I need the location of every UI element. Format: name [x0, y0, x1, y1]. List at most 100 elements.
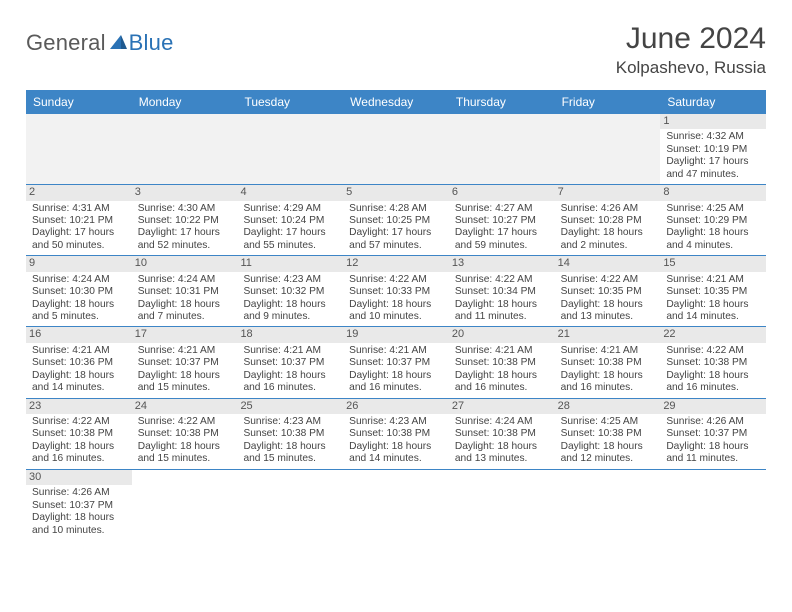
day-number: 25 — [237, 399, 343, 414]
daylight2-text: and 16 minutes. — [455, 382, 549, 394]
calendar-cell: 2Sunrise: 4:31 AMSunset: 10:21 PMDayligh… — [26, 185, 132, 255]
title-block: June 2024 Kolpashevo, Russia — [616, 22, 766, 78]
sunrise-text: Sunrise: 4:29 AM — [243, 203, 337, 215]
day-number: 5 — [343, 185, 449, 200]
calendar-week: 23Sunrise: 4:22 AMSunset: 10:38 PMDaylig… — [26, 399, 766, 470]
sunrise-text: Sunrise: 4:22 AM — [32, 416, 126, 428]
daylight2-text: and 59 minutes. — [455, 240, 549, 252]
sunrise-text: Sunrise: 4:26 AM — [32, 487, 126, 499]
calendar-cell-blank — [343, 470, 449, 540]
sunrise-text: Sunrise: 4:27 AM — [455, 203, 549, 215]
sunset-text: Sunset: 10:29 PM — [666, 215, 760, 227]
calendar-cell: 9Sunrise: 4:24 AMSunset: 10:30 PMDayligh… — [26, 256, 132, 326]
daylight1-text: Daylight: 18 hours — [349, 441, 443, 453]
sunrise-text: Sunrise: 4:25 AM — [561, 416, 655, 428]
daylight2-text: and 50 minutes. — [32, 240, 126, 252]
sunrise-text: Sunrise: 4:23 AM — [349, 416, 443, 428]
sunset-text: Sunset: 10:19 PM — [666, 144, 760, 156]
sunrise-text: Sunrise: 4:28 AM — [349, 203, 443, 215]
sunrise-text: Sunrise: 4:22 AM — [349, 274, 443, 286]
calendar-cell: 23Sunrise: 4:22 AMSunset: 10:38 PMDaylig… — [26, 399, 132, 469]
daylight2-text: and 15 minutes. — [138, 382, 232, 394]
day-number: 29 — [660, 399, 766, 414]
calendar-cell: 8Sunrise: 4:25 AMSunset: 10:29 PMDayligh… — [660, 185, 766, 255]
sunrise-text: Sunrise: 4:24 AM — [138, 274, 232, 286]
daylight1-text: Daylight: 18 hours — [32, 512, 126, 524]
calendar-cell-blank — [132, 470, 238, 540]
calendar-week: 2Sunrise: 4:31 AMSunset: 10:21 PMDayligh… — [26, 185, 766, 256]
daylight1-text: Daylight: 18 hours — [561, 441, 655, 453]
calendar-cell: 13Sunrise: 4:22 AMSunset: 10:34 PMDaylig… — [449, 256, 555, 326]
calendar-cell-blank — [237, 470, 343, 540]
daylight1-text: Daylight: 17 hours — [243, 227, 337, 239]
day-number: 1 — [660, 114, 766, 129]
calendar-grid: 1Sunrise: 4:32 AMSunset: 10:19 PMDayligh… — [26, 114, 766, 540]
sunrise-text: Sunrise: 4:22 AM — [561, 274, 655, 286]
daylight2-text: and 7 minutes. — [138, 311, 232, 323]
day-number: 16 — [26, 327, 132, 342]
daylight1-text: Daylight: 18 hours — [666, 370, 760, 382]
day-number: 19 — [343, 327, 449, 342]
sunrise-text: Sunrise: 4:24 AM — [455, 416, 549, 428]
calendar-cell: 20Sunrise: 4:21 AMSunset: 10:38 PMDaylig… — [449, 327, 555, 397]
brand-logo: GeneralBlue — [26, 30, 174, 57]
sunset-text: Sunset: 10:38 PM — [138, 428, 232, 440]
daylight2-text: and 12 minutes. — [561, 453, 655, 465]
day-number: 6 — [449, 185, 555, 200]
day-number: 21 — [555, 327, 661, 342]
sunset-text: Sunset: 10:37 PM — [138, 357, 232, 369]
day-number: 27 — [449, 399, 555, 414]
sunrise-text: Sunrise: 4:25 AM — [666, 203, 760, 215]
sunrise-text: Sunrise: 4:24 AM — [32, 274, 126, 286]
weekday-header: Tuesday — [237, 90, 343, 114]
daylight1-text: Daylight: 18 hours — [561, 299, 655, 311]
day-number: 10 — [132, 256, 238, 271]
sunrise-text: Sunrise: 4:31 AM — [32, 203, 126, 215]
daylight2-text: and 15 minutes. — [138, 453, 232, 465]
calendar-cell: 10Sunrise: 4:24 AMSunset: 10:31 PMDaylig… — [132, 256, 238, 326]
daylight2-text: and 11 minutes. — [666, 453, 760, 465]
sunset-text: Sunset: 10:27 PM — [455, 215, 549, 227]
sunset-text: Sunset: 10:38 PM — [666, 357, 760, 369]
daylight2-text: and 57 minutes. — [349, 240, 443, 252]
daylight2-text: and 13 minutes. — [455, 453, 549, 465]
daylight1-text: Daylight: 18 hours — [666, 441, 760, 453]
sunset-text: Sunset: 10:33 PM — [349, 286, 443, 298]
sunset-text: Sunset: 10:36 PM — [32, 357, 126, 369]
sunrise-text: Sunrise: 4:22 AM — [455, 274, 549, 286]
calendar-cell: 24Sunrise: 4:22 AMSunset: 10:38 PMDaylig… — [132, 399, 238, 469]
calendar-cell: 16Sunrise: 4:21 AMSunset: 10:36 PMDaylig… — [26, 327, 132, 397]
daylight2-text: and 14 minutes. — [32, 382, 126, 394]
calendar-cell: 30Sunrise: 4:26 AMSunset: 10:37 PMDaylig… — [26, 470, 132, 540]
calendar-cell-blank — [26, 114, 132, 184]
daylight2-text: and 16 minutes. — [243, 382, 337, 394]
calendar-cell-blank — [343, 114, 449, 184]
day-number: 26 — [343, 399, 449, 414]
sunset-text: Sunset: 10:32 PM — [243, 286, 337, 298]
sunset-text: Sunset: 10:37 PM — [243, 357, 337, 369]
daylight1-text: Daylight: 18 hours — [349, 370, 443, 382]
sunset-text: Sunset: 10:38 PM — [243, 428, 337, 440]
daylight2-text: and 11 minutes. — [455, 311, 549, 323]
sunset-text: Sunset: 10:38 PM — [561, 357, 655, 369]
day-number: 15 — [660, 256, 766, 271]
weekday-header: Saturday — [660, 90, 766, 114]
daylight1-text: Daylight: 18 hours — [243, 299, 337, 311]
calendar-cell: 25Sunrise: 4:23 AMSunset: 10:38 PMDaylig… — [237, 399, 343, 469]
sunrise-text: Sunrise: 4:21 AM — [561, 345, 655, 357]
sunset-text: Sunset: 10:31 PM — [138, 286, 232, 298]
day-number: 11 — [237, 256, 343, 271]
calendar-cell: 21Sunrise: 4:21 AMSunset: 10:38 PMDaylig… — [555, 327, 661, 397]
sail-icon — [108, 31, 128, 57]
daylight1-text: Daylight: 17 hours — [666, 156, 760, 168]
sunset-text: Sunset: 10:25 PM — [349, 215, 443, 227]
calendar-cell: 29Sunrise: 4:26 AMSunset: 10:37 PMDaylig… — [660, 399, 766, 469]
calendar-cell: 18Sunrise: 4:21 AMSunset: 10:37 PMDaylig… — [237, 327, 343, 397]
daylight1-text: Daylight: 18 hours — [561, 227, 655, 239]
calendar-cell: 6Sunrise: 4:27 AMSunset: 10:27 PMDayligh… — [449, 185, 555, 255]
daylight1-text: Daylight: 18 hours — [32, 370, 126, 382]
day-number: 17 — [132, 327, 238, 342]
sunrise-text: Sunrise: 4:26 AM — [666, 416, 760, 428]
daylight2-text: and 16 minutes. — [561, 382, 655, 394]
daylight2-text: and 16 minutes. — [349, 382, 443, 394]
